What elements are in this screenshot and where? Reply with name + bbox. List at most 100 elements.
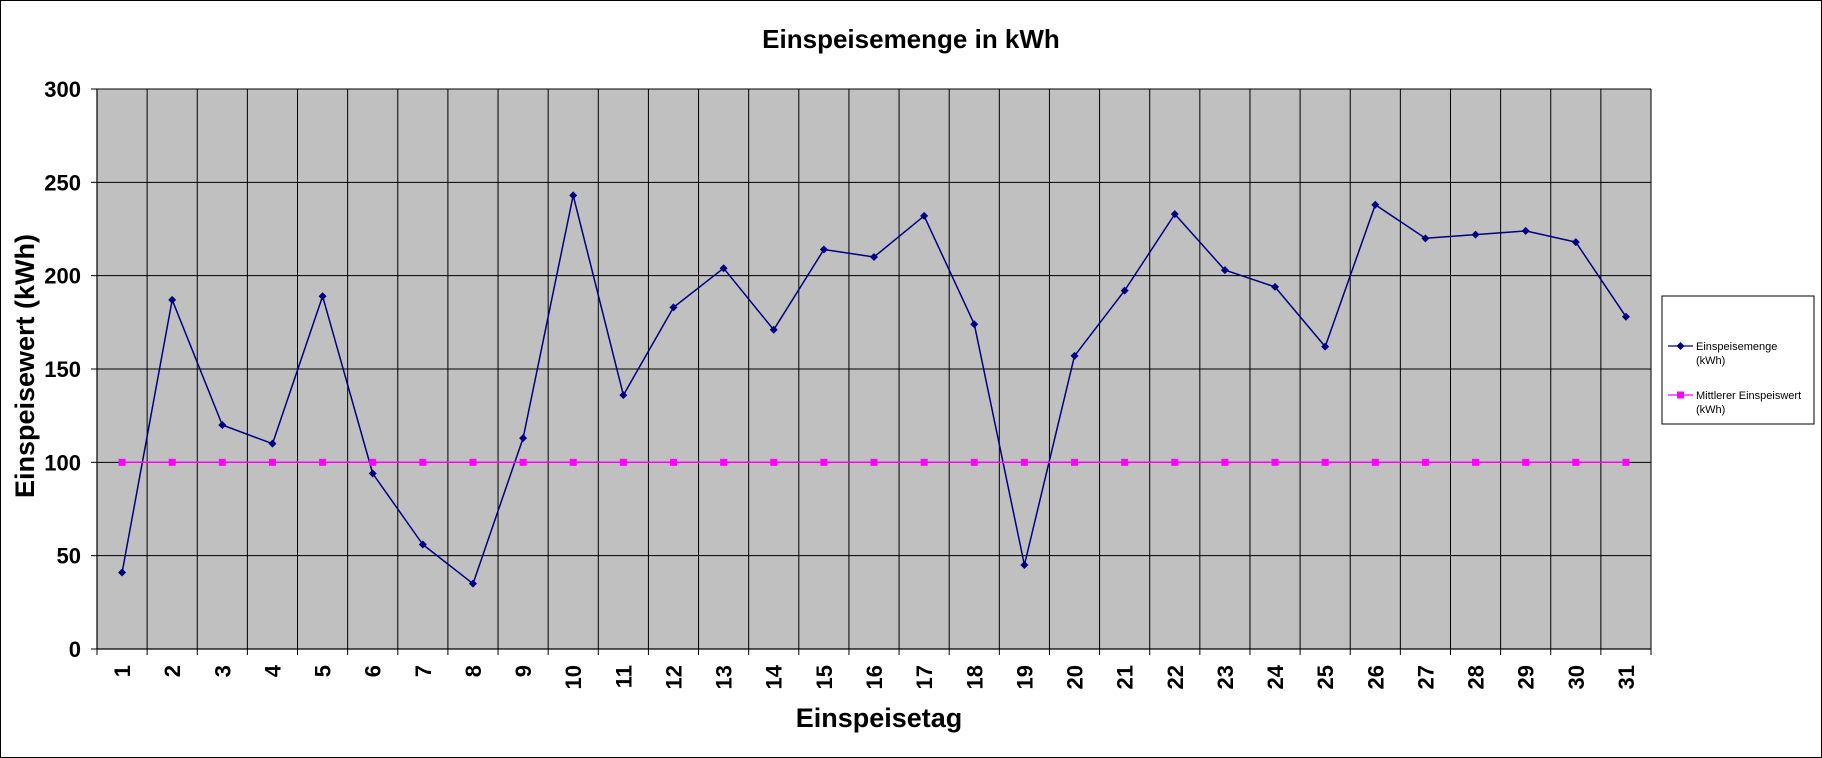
data-point-square xyxy=(218,458,226,466)
legend-marker-square xyxy=(1677,391,1684,399)
data-point-square xyxy=(569,458,577,466)
x-tick-label: 31 xyxy=(1614,665,1639,689)
x-tick-label: 30 xyxy=(1564,665,1589,689)
data-point-square xyxy=(870,458,878,466)
legend-label-mittlerer-line2: (kWh) xyxy=(1696,404,1725,416)
series-1 xyxy=(118,458,1630,466)
data-point-diamond xyxy=(619,391,628,400)
y-tick-label: 250 xyxy=(44,170,81,195)
data-point-square xyxy=(1421,458,1429,466)
x-tick-label: 27 xyxy=(1413,665,1438,689)
data-point-square xyxy=(519,458,527,466)
x-tick-label: 23 xyxy=(1213,665,1238,689)
data-point-square xyxy=(118,458,126,466)
data-point-diamond xyxy=(870,253,878,261)
x-tick-label: 8 xyxy=(461,665,486,677)
data-point-diamond xyxy=(1271,282,1280,291)
x-tick-label: 25 xyxy=(1313,665,1338,689)
data-point-diamond xyxy=(519,434,528,443)
x-tick-label: 3 xyxy=(210,665,235,677)
x-tick-label: 18 xyxy=(962,665,987,689)
legend-box xyxy=(1661,295,1815,425)
data-point-square xyxy=(1271,458,1279,466)
y-tick-label: 100 xyxy=(44,450,81,475)
x-tick-label: 10 xyxy=(561,665,586,689)
x-tick-label: 17 xyxy=(912,665,937,689)
data-point-diamond xyxy=(268,439,277,448)
legend-label-einspeisemenge-line1: Einspeisemenge xyxy=(1696,341,1777,353)
data-point-square xyxy=(1221,458,1229,466)
data-point-diamond xyxy=(1170,210,1179,219)
data-point-diamond xyxy=(218,421,227,429)
y-axis-label: Einspeisewert (kWh) xyxy=(10,234,40,498)
x-tick-label: 7 xyxy=(411,665,436,677)
x-tick-label: 22 xyxy=(1163,665,1188,689)
data-point-diamond xyxy=(368,469,377,478)
data-point-diamond xyxy=(719,264,728,273)
x-tick-label: 5 xyxy=(311,665,336,677)
data-point-diamond xyxy=(1020,561,1029,569)
data-point-square xyxy=(1472,458,1480,466)
data-point-square xyxy=(319,458,327,466)
x-tick-label: 12 xyxy=(661,665,686,689)
y-tick-label: 150 xyxy=(44,357,81,382)
data-point-square xyxy=(970,458,978,466)
data-point-square xyxy=(1572,458,1580,466)
y-tick-label: 200 xyxy=(44,264,81,289)
data-point-square xyxy=(669,458,677,466)
x-tick-label: 6 xyxy=(361,665,386,677)
x-tick-label: 16 xyxy=(862,665,887,689)
y-tick-labels: 0 50 100 150 200 250 300 xyxy=(44,77,81,662)
data-point-diamond xyxy=(769,325,778,334)
data-point-square xyxy=(820,458,828,466)
legend-label-einspeisemenge-line2: (kWh) xyxy=(1696,355,1725,367)
data-point-square xyxy=(1171,458,1179,466)
data-point-square xyxy=(419,458,427,466)
data-point-diamond xyxy=(118,568,127,577)
data-point-diamond xyxy=(1471,230,1480,239)
legend-marker-diamond xyxy=(1676,342,1685,350)
data-point-square xyxy=(369,458,377,466)
x-tick-label: 1 xyxy=(110,665,135,677)
x-tick-label: 2 xyxy=(160,665,185,677)
x-tick-label: 20 xyxy=(1063,665,1088,689)
x-tick-label: 4 xyxy=(260,664,285,677)
data-point-square xyxy=(1371,458,1379,466)
series-0 xyxy=(118,191,1630,588)
data-point-diamond xyxy=(1621,312,1630,321)
data-point-diamond xyxy=(418,540,427,549)
axes xyxy=(91,88,1652,655)
x-axis-label: Einspeisetag xyxy=(796,703,963,733)
data-point-square xyxy=(268,458,276,466)
x-tick-labels: 1 2 3 4 5 6 7 8 9 10 11 12 13 14 15 16 17 18 19 20 21 22 23 24 2… xyxy=(110,664,1639,689)
data-point-square xyxy=(920,458,928,466)
y-tick-label: 300 xyxy=(44,77,81,102)
data-point-diamond xyxy=(1220,266,1229,275)
x-tick-label: 13 xyxy=(712,665,737,689)
data-point-diamond xyxy=(168,295,177,304)
grid-lines xyxy=(97,88,1652,649)
data-point-diamond xyxy=(1571,238,1580,247)
legend-label-mittlerer-line1: Mittlerer Einspeiswert xyxy=(1696,390,1801,402)
data-point-square xyxy=(1622,458,1630,466)
data-point-square xyxy=(469,458,477,466)
x-tick-label: 19 xyxy=(1012,665,1037,689)
x-tick-label: 29 xyxy=(1514,665,1539,689)
data-point-diamond xyxy=(569,191,578,200)
data-point-diamond xyxy=(1120,286,1129,295)
data-point-diamond xyxy=(970,320,979,329)
data-point-diamond xyxy=(1371,200,1380,209)
x-tick-label: 9 xyxy=(511,665,536,677)
legend-item-einspeisemenge: Einspeisemenge (kWh) xyxy=(1668,341,1777,367)
data-point-diamond xyxy=(1421,234,1430,243)
x-tick-label: 11 xyxy=(611,665,636,688)
chart-title: Einspeisemenge in kWh xyxy=(762,24,1060,54)
x-tick-label: 24 xyxy=(1263,664,1288,689)
data-point-diamond xyxy=(468,579,477,588)
x-tick-label: 14 xyxy=(762,664,787,689)
data-point-square xyxy=(1020,458,1028,466)
x-tick-label: 21 xyxy=(1113,665,1138,689)
series-group xyxy=(118,191,1630,588)
data-point-square xyxy=(168,458,176,466)
legend: Einspeisemenge (kWh) Mittlerer Einspeisw… xyxy=(1661,295,1815,425)
